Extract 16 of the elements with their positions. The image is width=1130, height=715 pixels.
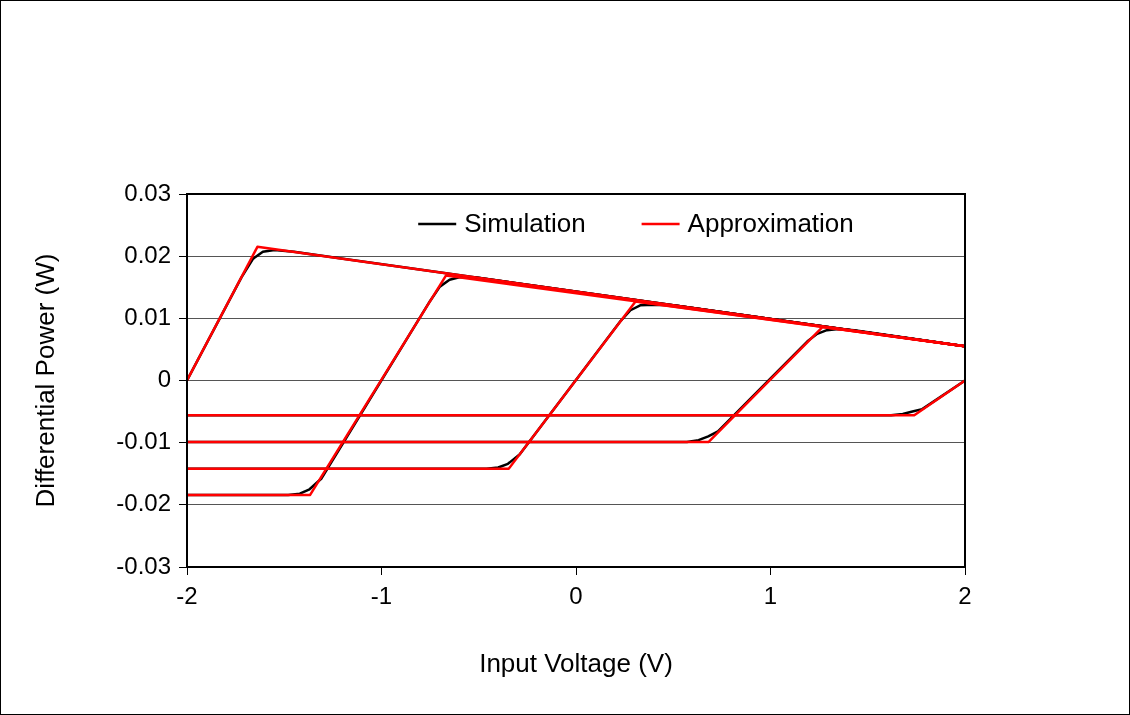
legend-label: Simulation: [464, 208, 586, 239]
y-tick-label: -0.01: [116, 427, 171, 455]
y-tick-label: 0.03: [124, 178, 171, 206]
x-tick-label: 0: [569, 582, 583, 610]
y-tick-label: -0.02: [116, 489, 171, 517]
y-tick-label: 0.01: [124, 302, 171, 330]
y-tick-label: -0.03: [116, 551, 171, 579]
x-tick-label: 1: [763, 582, 778, 610]
x-tick-label: -1: [370, 582, 393, 610]
x-tick-label: -2: [176, 582, 198, 610]
x-tick-label: 2: [958, 582, 972, 610]
y-tick-label: 0.02: [124, 240, 171, 268]
x-axis-title: Input Voltage (V): [479, 647, 673, 678]
y-tick-label: 0: [157, 365, 171, 393]
legend-label: Approximation: [687, 208, 854, 239]
y-axis-title: Differential Power (W): [29, 253, 60, 508]
